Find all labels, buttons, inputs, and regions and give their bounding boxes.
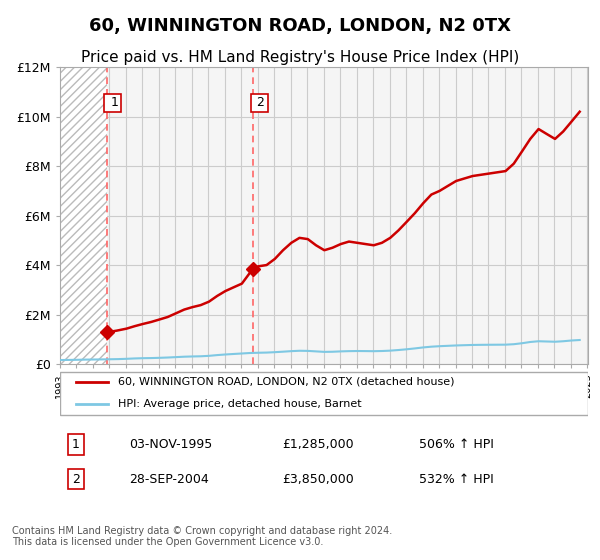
Text: 60, WINNINGTON ROAD, LONDON, N2 0TX: 60, WINNINGTON ROAD, LONDON, N2 0TX	[89, 17, 511, 35]
Text: 28-SEP-2004: 28-SEP-2004	[128, 473, 208, 486]
Text: 1: 1	[72, 438, 80, 451]
Text: 60, WINNINGTON ROAD, LONDON, N2 0TX (detached house): 60, WINNINGTON ROAD, LONDON, N2 0TX (det…	[118, 376, 455, 386]
Text: £1,285,000: £1,285,000	[282, 438, 353, 451]
Text: 2: 2	[72, 473, 80, 486]
Text: £3,850,000: £3,850,000	[282, 473, 353, 486]
Text: 2: 2	[253, 96, 265, 109]
FancyBboxPatch shape	[60, 371, 588, 416]
Text: Contains HM Land Registry data © Crown copyright and database right 2024.
This d: Contains HM Land Registry data © Crown c…	[12, 526, 392, 548]
Text: 03-NOV-1995: 03-NOV-1995	[128, 438, 212, 451]
Text: 532% ↑ HPI: 532% ↑ HPI	[419, 473, 494, 486]
Text: Price paid vs. HM Land Registry's House Price Index (HPI): Price paid vs. HM Land Registry's House …	[81, 50, 519, 66]
Text: 1: 1	[107, 96, 119, 109]
Text: 506% ↑ HPI: 506% ↑ HPI	[419, 438, 494, 451]
Text: HPI: Average price, detached house, Barnet: HPI: Average price, detached house, Barn…	[118, 399, 362, 409]
